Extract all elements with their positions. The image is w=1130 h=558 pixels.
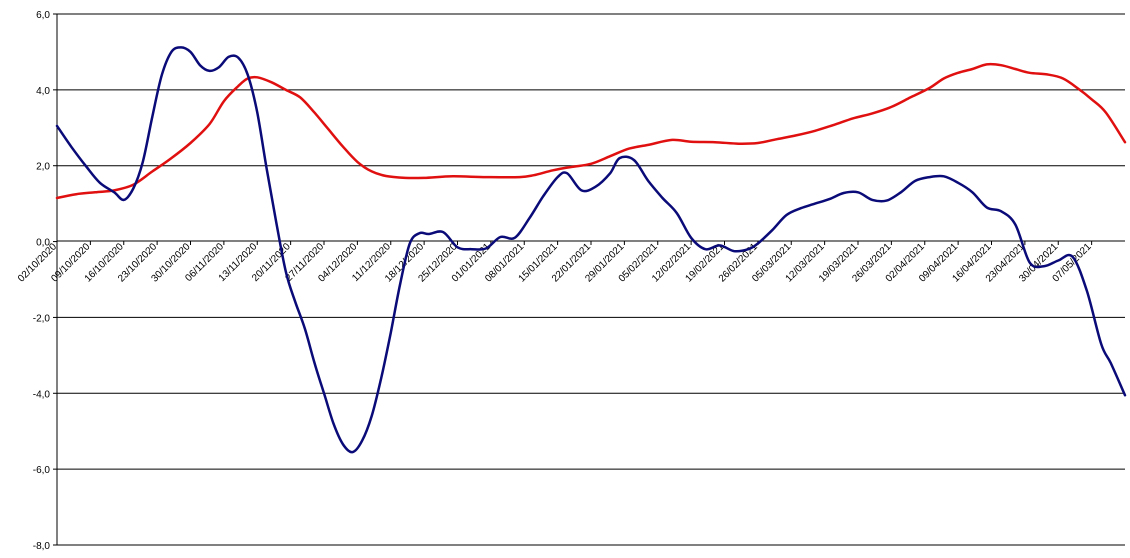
y-tick-label: -2,0 <box>33 313 51 324</box>
y-tick-label: 4,0 <box>36 86 50 97</box>
y-tick-label: 2,0 <box>36 162 50 173</box>
y-tick-labels: -8,0 -6,0 -4,0 -2,0 0,0 2,0 4,0 6,0 <box>33 10 57 552</box>
series-lines <box>55 46 1127 454</box>
y-tick-label: 6,0 <box>36 10 50 21</box>
y-tick-label: -6,0 <box>33 465 51 476</box>
y-tick-label: -4,0 <box>33 389 51 400</box>
x-tick-labels: 02/10/202009/10/202016/10/202023/10/2020… <box>16 241 1094 285</box>
y-tick-label: 0,0 <box>36 238 50 249</box>
series-line <box>55 46 1127 454</box>
y-tick-label: -8,0 <box>33 541 51 552</box>
series-line <box>55 62 1127 200</box>
